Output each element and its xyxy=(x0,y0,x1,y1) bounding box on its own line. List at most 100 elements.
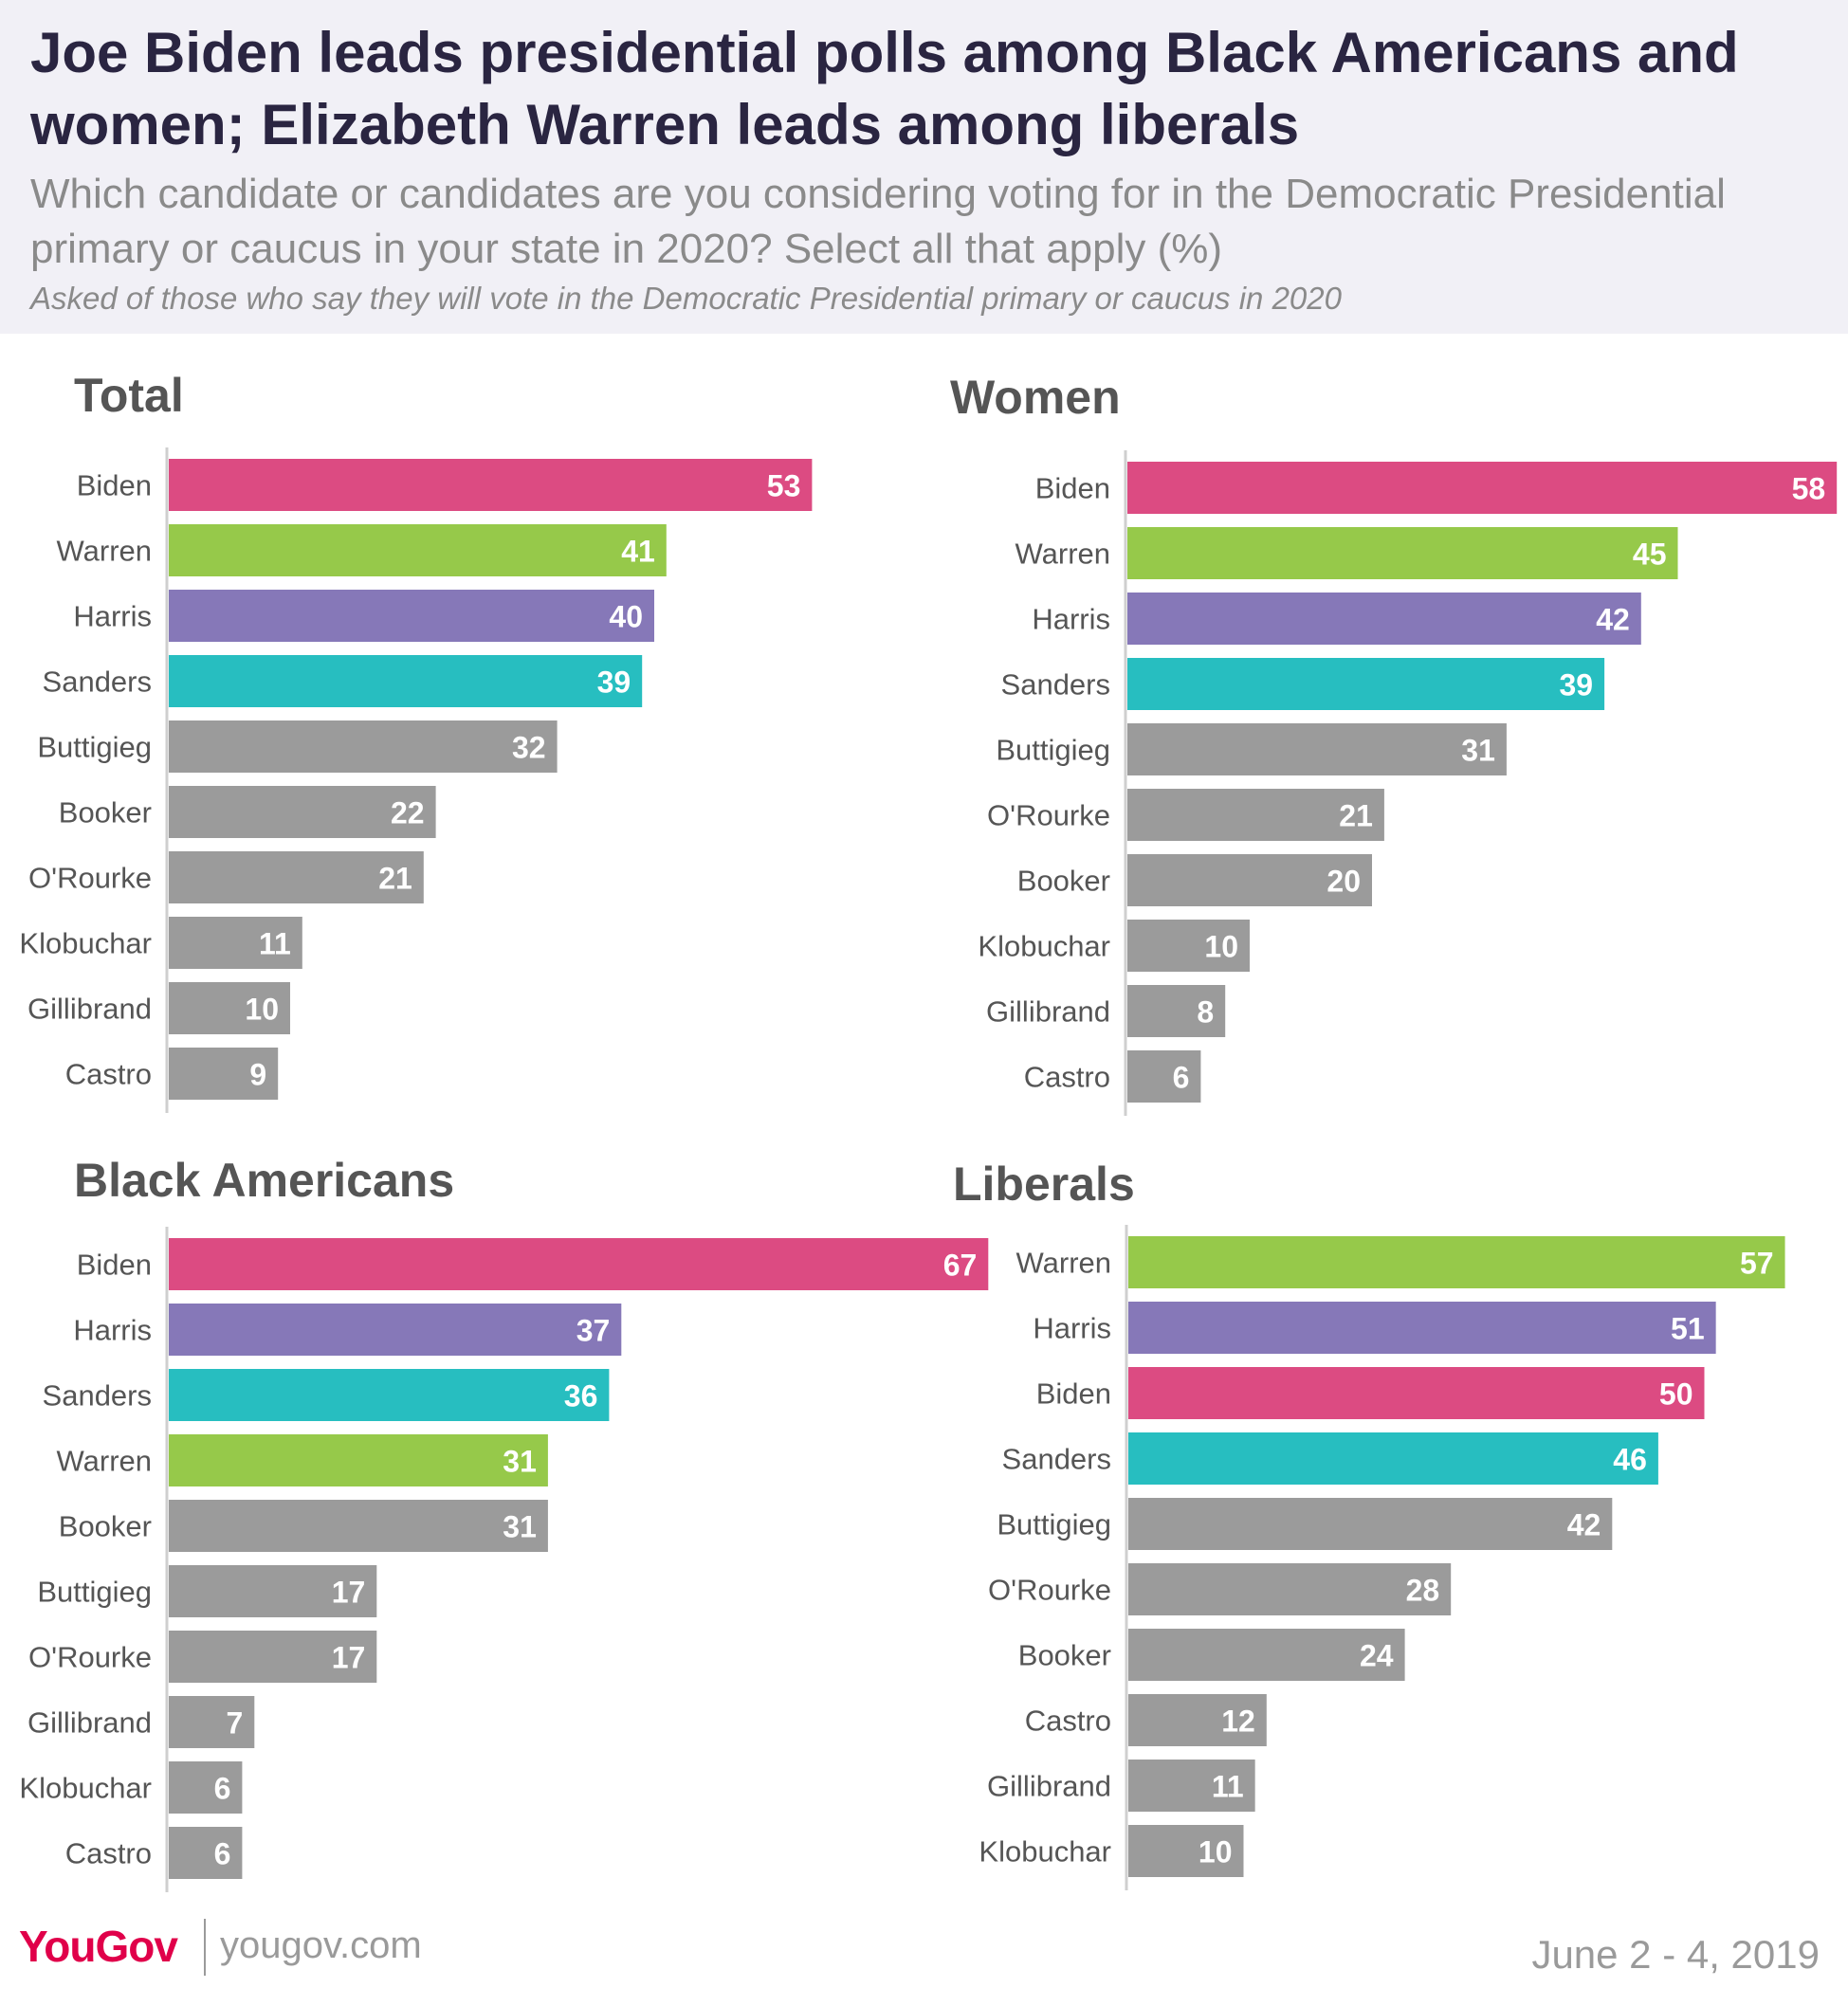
question-subtitle: Which candidate or candidates are you co… xyxy=(30,171,1726,272)
bar-warren xyxy=(1128,1236,1785,1288)
value-label-booker: 22 xyxy=(391,796,425,830)
value-label-gillibrand: 11 xyxy=(1212,1770,1244,1804)
category-label-o-rourke: O'Rourke xyxy=(28,1641,152,1674)
panel-title-black-americans: Black Americans xyxy=(74,1154,455,1207)
bar-castro xyxy=(1127,1050,1201,1103)
panel-title-women: Women xyxy=(950,371,1121,424)
bar-castro xyxy=(169,1048,279,1100)
bar-biden xyxy=(169,1238,989,1290)
category-label-biden: Biden xyxy=(77,1249,152,1282)
value-label-warren: 57 xyxy=(1740,1247,1774,1281)
bar-klobuchar xyxy=(1127,920,1250,972)
page-title: Joe Biden leads presidential polls among… xyxy=(30,21,1739,156)
category-label-klobuchar: Klobuchar xyxy=(19,927,152,960)
bar-harris xyxy=(169,1304,622,1356)
footer-url[interactable]: yougov.com xyxy=(220,1924,422,1966)
value-label-gillibrand: 8 xyxy=(1197,995,1214,1030)
bar-o-rourke xyxy=(169,1631,377,1683)
value-label-castro: 12 xyxy=(1221,1705,1255,1739)
bar-chart-women: Biden 58 Warren 45 Harris 42 Sanders 39 Buttigie… xyxy=(978,450,1838,1116)
bar-o-rourke xyxy=(1128,1563,1452,1615)
footer-divider xyxy=(204,1919,206,1976)
bar-warren xyxy=(1127,527,1678,579)
value-label-booker: 24 xyxy=(1360,1639,1394,1673)
bar-biden xyxy=(169,459,813,511)
value-label-booker: 31 xyxy=(503,1510,537,1544)
bar-booker xyxy=(169,786,436,838)
bar-o-rourke xyxy=(1127,789,1384,841)
value-label-sanders: 39 xyxy=(597,666,631,700)
value-label-o-rourke: 28 xyxy=(1406,1574,1440,1608)
bar-buttigieg xyxy=(1128,1498,1613,1550)
category-label-biden: Biden xyxy=(77,469,152,502)
value-label-klobuchar: 11 xyxy=(259,927,291,961)
value-label-harris: 40 xyxy=(609,600,643,634)
category-label-buttigieg: Buttigieg xyxy=(37,1576,152,1609)
bar-harris xyxy=(169,590,654,642)
value-label-castro: 6 xyxy=(214,1837,231,1871)
value-label-gillibrand: 10 xyxy=(245,993,279,1027)
bar-warren xyxy=(169,1434,548,1486)
value-label-warren: 41 xyxy=(621,535,655,569)
value-label-warren: 31 xyxy=(503,1445,537,1479)
category-label-gillibrand: Gillibrand xyxy=(986,995,1110,1029)
value-label-sanders: 36 xyxy=(564,1379,598,1413)
category-label-booker: Booker xyxy=(1017,865,1110,898)
category-label-buttigieg: Buttigieg xyxy=(997,1508,1111,1541)
value-label-booker: 20 xyxy=(1327,865,1361,899)
value-label-biden: 53 xyxy=(767,469,801,503)
bar-booker xyxy=(1128,1629,1405,1681)
category-label-castro: Castro xyxy=(65,1837,152,1870)
category-label-klobuchar: Klobuchar xyxy=(19,1772,152,1805)
category-label-gillibrand: Gillibrand xyxy=(27,993,152,1026)
value-label-sanders: 39 xyxy=(1560,668,1594,702)
category-label-sanders: Sanders xyxy=(43,1379,152,1413)
bar-gillibrand xyxy=(1127,985,1226,1037)
value-label-biden: 50 xyxy=(1659,1377,1693,1412)
category-label-warren: Warren xyxy=(1016,1247,1111,1280)
fieldwork-date: June 2 - 4, 2019 xyxy=(1531,1932,1820,1977)
category-label-o-rourke: O'Rourke xyxy=(988,1574,1111,1607)
bar-biden xyxy=(1128,1367,1705,1419)
bar-gillibrand xyxy=(1128,1760,1255,1812)
category-label-warren: Warren xyxy=(57,535,152,568)
bar-o-rourke xyxy=(169,851,424,903)
bar-chart-liberals: Warren 57 Harris 51 Biden 50 Sanders 46 Buttigie… xyxy=(979,1225,1785,1890)
value-label-buttigieg: 17 xyxy=(332,1576,366,1610)
category-label-klobuchar: Klobuchar xyxy=(978,930,1110,963)
category-label-buttigieg: Buttigieg xyxy=(37,731,152,764)
bar-klobuchar xyxy=(1128,1825,1244,1877)
bar-sanders xyxy=(169,655,643,707)
category-label-harris: Harris xyxy=(73,1314,152,1347)
category-label-castro: Castro xyxy=(1024,1061,1110,1094)
bar-warren xyxy=(169,524,667,576)
bar-booker xyxy=(169,1500,548,1552)
category-label-harris: Harris xyxy=(1033,1312,1111,1345)
bar-chart-total: Biden 53 Warren 41 Harris 40 Sanders 39 Buttigie… xyxy=(19,447,813,1113)
header-banner: Joe Biden leads presidential polls among… xyxy=(0,0,1848,334)
bar-harris xyxy=(1127,593,1641,645)
bar-harris xyxy=(1128,1302,1716,1354)
bar-klobuchar xyxy=(169,1761,243,1814)
value-label-o-rourke: 21 xyxy=(378,862,412,896)
category-label-booker: Booker xyxy=(59,796,152,830)
category-label-harris: Harris xyxy=(1032,603,1110,636)
bar-buttigieg xyxy=(1127,723,1507,775)
bar-castro xyxy=(169,1827,243,1879)
category-label-booker: Booker xyxy=(59,1510,152,1543)
bar-castro xyxy=(1128,1694,1267,1746)
value-label-sanders: 46 xyxy=(1613,1443,1647,1477)
value-label-warren: 45 xyxy=(1633,538,1667,572)
value-label-biden: 58 xyxy=(1792,472,1826,506)
category-label-sanders: Sanders xyxy=(1001,668,1110,702)
category-label-gillibrand: Gillibrand xyxy=(987,1770,1111,1803)
value-label-klobuchar: 6 xyxy=(214,1772,231,1806)
value-label-buttigieg: 42 xyxy=(1567,1508,1601,1542)
value-label-buttigieg: 32 xyxy=(512,731,546,765)
bar-klobuchar xyxy=(169,917,302,969)
value-label-o-rourke: 17 xyxy=(332,1641,366,1675)
value-label-harris: 42 xyxy=(1596,603,1630,637)
category-label-warren: Warren xyxy=(57,1445,152,1478)
category-label-booker: Booker xyxy=(1018,1639,1111,1672)
